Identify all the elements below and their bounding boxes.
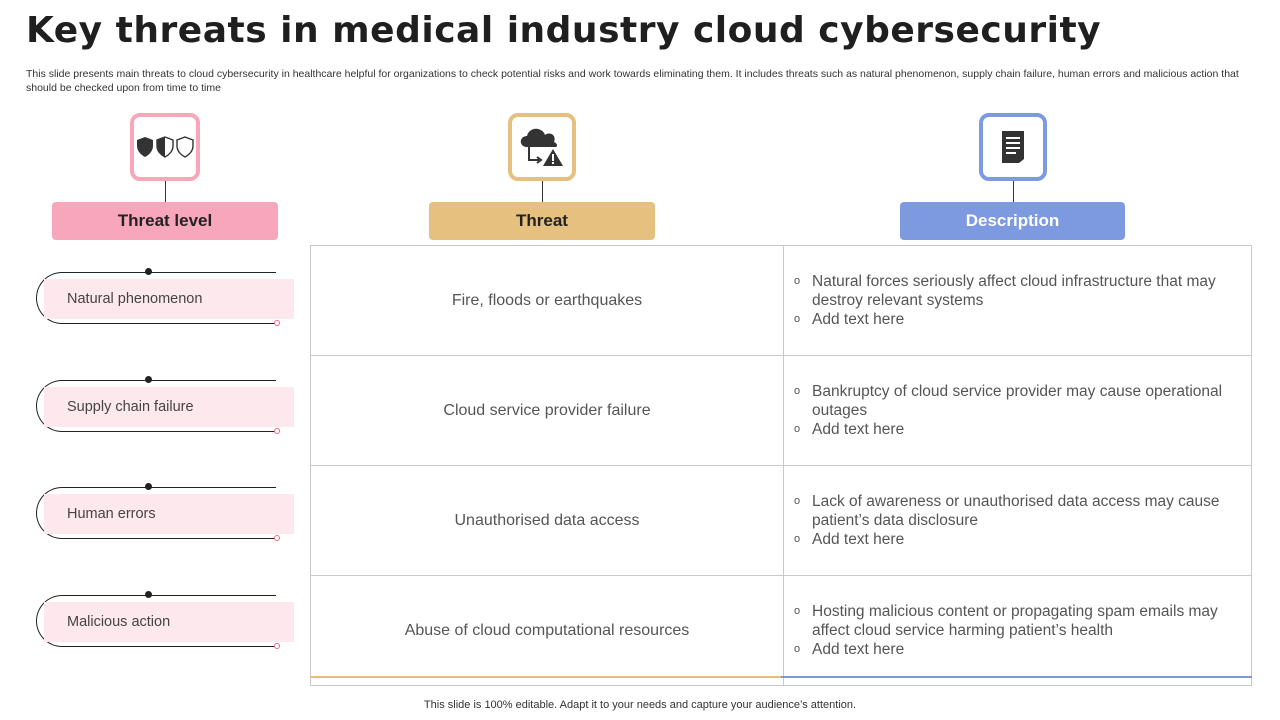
- level-end-dot: [274, 535, 280, 541]
- description-connector: [1013, 181, 1014, 202]
- shields-icon: [137, 136, 194, 158]
- level-label: Natural phenomenon: [67, 291, 203, 307]
- threat-level-item: Malicious action: [36, 591, 294, 649]
- threat-level-item: Supply chain failure: [36, 376, 294, 434]
- description-bullet: o Add text here: [794, 640, 1237, 659]
- description-icon-box: [979, 113, 1047, 181]
- page-subtitle: This slide presents main threats to clou…: [26, 68, 1239, 94]
- threat-column-underline: [310, 676, 781, 678]
- threat-cell: Abuse of cloud computational resources: [310, 575, 784, 686]
- bullet-icon: o: [794, 275, 801, 287]
- description-bullet: o Add text here: [794, 420, 1237, 439]
- description-text: Add text here: [812, 421, 905, 438]
- level-label-box: Supply chain failure: [44, 387, 294, 427]
- description-text: Add text here: [812, 531, 905, 548]
- level-end-dot: [274, 643, 280, 649]
- threat-level-item: Human errors: [36, 483, 294, 541]
- description-cell: o Natural forces seriously affect cloud i…: [783, 245, 1252, 356]
- description-cell: o Lack of awareness or unauthorised data …: [783, 465, 1252, 576]
- header-threat: Threat: [429, 202, 655, 240]
- level-label-box: Human errors: [44, 494, 294, 534]
- level-curve: [36, 595, 276, 647]
- bullet-icon: o: [794, 313, 801, 325]
- level-dot: [145, 376, 152, 383]
- threat-level-icon-box: [130, 113, 200, 181]
- bullet-icon: o: [794, 423, 801, 435]
- threats-table: Fire, floods or earthquakes o Natural for…: [310, 245, 1252, 686]
- threat-cell: Fire, floods or earthquakes: [310, 245, 784, 356]
- level-label: Human errors: [67, 506, 156, 522]
- level-label-box: Malicious action: [44, 602, 294, 642]
- header-threat-level-label: Threat level: [117, 211, 213, 230]
- level-label-box: Natural phenomenon: [44, 279, 294, 319]
- level-label: Malicious action: [67, 614, 171, 630]
- description-bullet: o Add text here: [794, 310, 1237, 329]
- level-curve: [36, 272, 276, 324]
- header-description-label: Description: [965, 211, 1060, 230]
- document-icon: [1002, 131, 1024, 163]
- description-bullet: o Natural forces seriously affect cloud i…: [794, 272, 1237, 310]
- bullet-icon: o: [794, 533, 801, 545]
- description-text: Add text here: [812, 311, 905, 328]
- table-row: Unauthorised data access o Lack of awaren…: [310, 465, 1252, 576]
- threat-cell: Unauthorised data access: [310, 465, 784, 576]
- description-bullet: o Lack of awareness or unauthorised data …: [794, 492, 1237, 530]
- description-text: Natural forces seriously affect cloud in…: [812, 273, 1216, 309]
- description-bullet: o Hosting malicious content or propagatin…: [794, 602, 1237, 640]
- page-title: Key threats in medical industry cloud cy…: [26, 10, 1102, 51]
- header-threat-level: Threat level: [52, 202, 278, 240]
- threat-connector: [542, 181, 543, 202]
- table-row: Abuse of cloud computational resources o…: [310, 575, 1252, 686]
- footer-text: This slide is 100% editable. Adapt it to…: [423, 699, 857, 711]
- bullet-icon: o: [794, 385, 801, 397]
- level-end-dot: [274, 320, 280, 326]
- threat-level-connector: [165, 181, 166, 202]
- level-end-dot: [274, 428, 280, 434]
- level-curve: [36, 487, 276, 539]
- description-cell: o Hosting malicious content or propagatin…: [783, 575, 1252, 686]
- bullet-icon: o: [794, 605, 801, 617]
- header-threat-label: Threat: [516, 211, 568, 230]
- description-text: Bankruptcy of cloud service provider may…: [812, 383, 1223, 419]
- description-cell: o Bankruptcy of cloud service provider ma…: [783, 355, 1252, 466]
- header-description: Description: [900, 202, 1125, 240]
- cloud-warning-icon: [520, 128, 563, 166]
- description-bullet: o Add text here: [794, 530, 1237, 549]
- level-dot: [145, 591, 152, 598]
- level-curve: [36, 380, 276, 432]
- level-label: Supply chain failure: [67, 399, 194, 415]
- threat-icon-box: [508, 113, 576, 181]
- description-text: Hosting malicious content or propagating…: [812, 603, 1218, 639]
- description-bullet: o Bankruptcy of cloud service provider ma…: [794, 382, 1237, 420]
- bullet-icon: o: [794, 643, 801, 655]
- description-column-underline: [781, 676, 1252, 678]
- threat-level-item: Natural phenomenon: [36, 268, 294, 326]
- level-dot: [145, 483, 152, 490]
- table-row: Fire, floods or earthquakes o Natural for…: [310, 245, 1252, 356]
- table-row: Cloud service provider failure o Bankrupt…: [310, 355, 1252, 466]
- bullet-icon: o: [794, 495, 801, 507]
- level-dot: [145, 268, 152, 275]
- threat-cell: Cloud service provider failure: [310, 355, 784, 466]
- footer-note: This slide is 100% editable. Adapt it to…: [0, 699, 1280, 711]
- description-text: Lack of awareness or unauthorised data a…: [812, 493, 1220, 529]
- description-text: Add text here: [812, 641, 905, 658]
